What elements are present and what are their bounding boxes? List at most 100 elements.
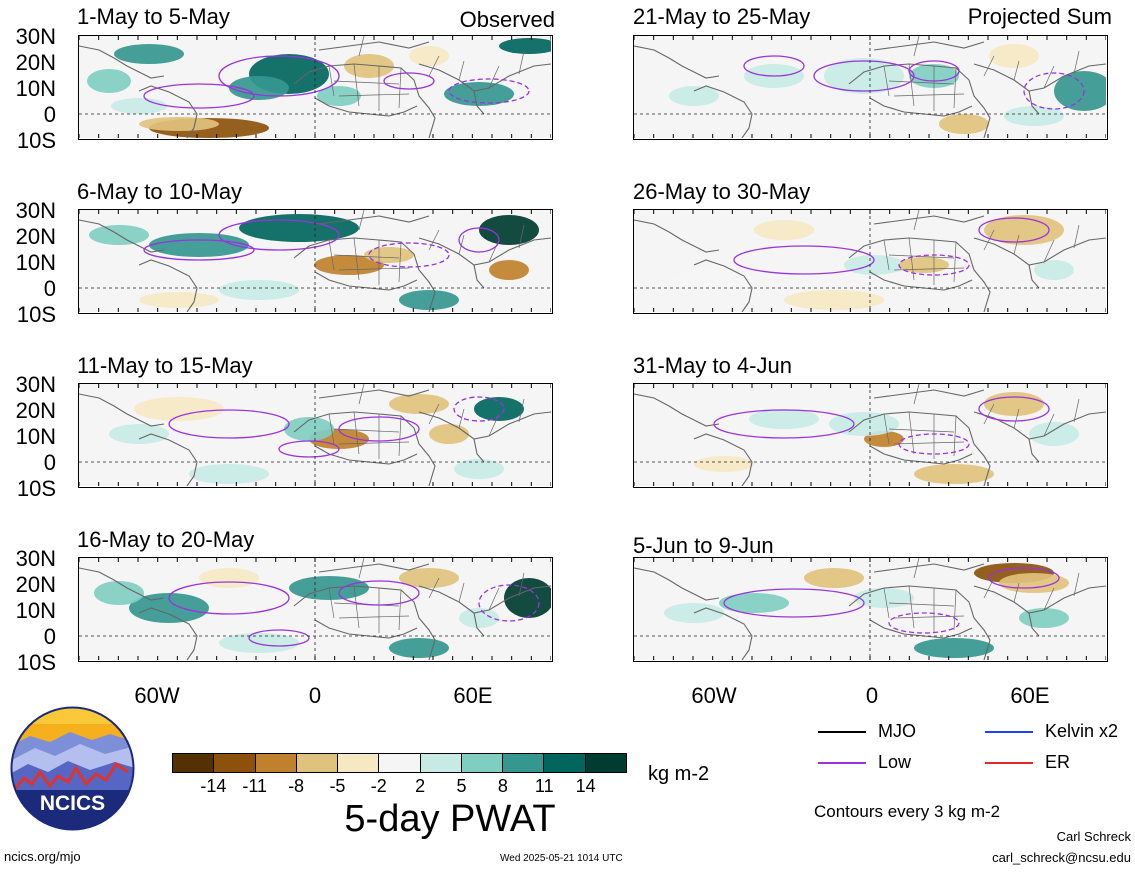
colorbar-units: kg m-2 bbox=[648, 763, 710, 785]
country-border bbox=[893, 615, 965, 619]
country-border bbox=[333, 80, 400, 85]
country-border bbox=[328, 65, 335, 97]
anomaly-shading bbox=[149, 233, 249, 257]
colorbar-swatch bbox=[460, 754, 503, 772]
country-border bbox=[983, 577, 995, 599]
anomaly-shading bbox=[444, 82, 514, 106]
anomaly-shading bbox=[134, 397, 224, 421]
coastline bbox=[318, 389, 430, 399]
country-border bbox=[518, 50, 525, 75]
legend-label-mjo: MJO bbox=[878, 721, 916, 741]
low-contour bbox=[478, 584, 540, 622]
low-contour bbox=[383, 72, 435, 90]
coastline bbox=[1028, 90, 1040, 115]
anomaly-shading bbox=[109, 424, 169, 444]
country-border bbox=[358, 384, 365, 405]
coastline bbox=[973, 585, 1106, 614]
coastline bbox=[973, 237, 1106, 266]
observed-heading: Observed bbox=[459, 7, 555, 32]
anomaly-shading bbox=[409, 46, 449, 66]
country-border bbox=[1013, 582, 1020, 603]
country-border bbox=[888, 254, 955, 259]
country-border bbox=[1043, 65, 1055, 89]
country-border bbox=[1013, 60, 1020, 81]
country-border bbox=[428, 55, 440, 77]
colorbar-tick-label: -2 bbox=[370, 776, 387, 796]
country-border bbox=[428, 403, 440, 425]
coastline bbox=[973, 63, 1106, 92]
lat-label: 20N bbox=[15, 398, 56, 423]
anomaly-shading bbox=[284, 417, 334, 441]
lat-label: 30N bbox=[15, 546, 56, 571]
anomaly-shading bbox=[984, 215, 1064, 245]
colorbar-tick-label: -11 bbox=[242, 776, 268, 796]
footer-url: ncics.org/mjo bbox=[4, 849, 81, 864]
country-border bbox=[1013, 234, 1020, 255]
country-border bbox=[333, 254, 400, 259]
low-contour bbox=[978, 217, 1050, 243]
anomaly-shading bbox=[239, 214, 359, 242]
coastline bbox=[418, 237, 551, 266]
lat-label: 0 bbox=[43, 450, 56, 475]
panel-title-1: 1-May to 5-May bbox=[77, 4, 230, 29]
anomaly-shading bbox=[314, 255, 384, 275]
country-border bbox=[328, 413, 335, 445]
country-border bbox=[883, 65, 890, 97]
anomaly-shading bbox=[429, 424, 469, 444]
country-border bbox=[1043, 413, 1055, 437]
map-panel-4 bbox=[633, 209, 1108, 314]
anomaly-shading bbox=[489, 260, 529, 280]
legend-label-low: Low bbox=[878, 752, 912, 772]
country-border bbox=[908, 585, 915, 629]
ncics-logo-text: NCICS bbox=[40, 792, 105, 815]
anomaly-shading bbox=[474, 397, 524, 421]
anomaly-shading bbox=[669, 86, 719, 106]
coastline bbox=[79, 393, 165, 427]
panel-title-8: 5-Jun to 9-Jun bbox=[633, 533, 774, 558]
low-contour bbox=[448, 78, 530, 104]
anomaly-shading bbox=[914, 638, 994, 658]
legend-label-er: ER bbox=[1045, 752, 1071, 772]
colorbar-swatch bbox=[543, 754, 585, 772]
coastline bbox=[873, 563, 985, 573]
panel-title-5: 11-May to 15-May bbox=[77, 353, 253, 378]
map-panel-7 bbox=[78, 557, 553, 662]
country-border bbox=[338, 267, 410, 271]
lat-label: 10S bbox=[16, 476, 56, 501]
colorbar-tick-label: -8 bbox=[288, 776, 305, 796]
anomaly-shading bbox=[139, 292, 219, 308]
coastline bbox=[1028, 264, 1040, 289]
footer-email: carl_schreck@ncsu.edu bbox=[992, 850, 1131, 865]
low-contour bbox=[168, 581, 290, 615]
country-border bbox=[338, 93, 410, 97]
anomaly-shading bbox=[189, 464, 269, 484]
anomaly-shading bbox=[989, 44, 1039, 68]
colorbar-tick-label: 5 bbox=[456, 776, 467, 796]
lat-label: 30N bbox=[15, 24, 56, 49]
country-border bbox=[458, 234, 465, 255]
coastline bbox=[634, 219, 720, 253]
low-contour bbox=[218, 219, 340, 251]
footer-author: Carl Schreck bbox=[1056, 829, 1131, 844]
legend-swatch-mjo bbox=[818, 731, 866, 733]
country-border bbox=[893, 93, 965, 97]
anomaly-shading bbox=[364, 247, 414, 263]
country-border bbox=[333, 428, 400, 433]
country-border bbox=[1043, 239, 1055, 263]
lat-label: 10N bbox=[15, 424, 56, 449]
low-contour bbox=[898, 433, 970, 455]
coastline bbox=[79, 219, 165, 253]
lon-label-60e-right: 60E bbox=[1010, 683, 1050, 708]
projected-heading: Projected Sum bbox=[967, 4, 1112, 29]
coastline bbox=[318, 41, 430, 51]
country-border bbox=[888, 80, 955, 85]
footer-timestamp: Wed 2025-05-21 1014 UTC bbox=[500, 853, 623, 864]
anomaly-shading bbox=[1054, 71, 1106, 111]
country-border bbox=[1073, 50, 1080, 75]
country-border bbox=[488, 587, 500, 611]
coastline bbox=[1028, 612, 1040, 637]
anomaly-shading bbox=[749, 409, 819, 429]
anomaly-shading bbox=[1029, 422, 1079, 446]
legend-swatch-kelvin bbox=[985, 731, 1033, 733]
colorbar-swatch bbox=[419, 754, 461, 772]
